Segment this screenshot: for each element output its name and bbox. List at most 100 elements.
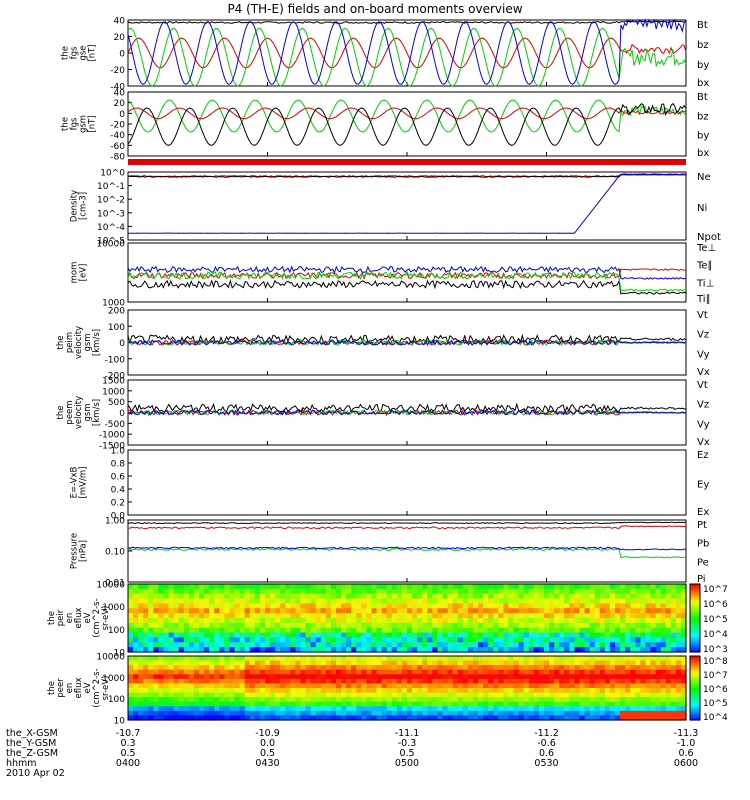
peir-cell [346,647,352,653]
peer-cell [133,665,139,671]
peir-cell [457,613,464,619]
peir-cell [310,603,317,609]
peir-cell [381,642,388,648]
peir-cell [285,627,291,634]
peer-cell [407,710,413,717]
peir-cell [665,603,672,609]
peer-cell [437,674,444,680]
peer-cell [148,692,154,698]
peem-ytick-label: 1500 [102,377,125,387]
peer-cell [594,678,601,685]
peer-cell [204,710,210,717]
peer-cell [407,660,413,666]
peer-cell [569,697,575,703]
peer-cell [244,665,251,671]
peer-cell [579,665,586,671]
peer-cell [538,656,545,662]
peer-cell [417,710,423,717]
peir-cell [158,588,165,595]
peer-cell [341,715,347,721]
peir-cell [183,647,190,653]
peer-cell [538,669,545,675]
peer-cell [158,706,165,712]
peer-cell [650,656,657,662]
peir-cell [295,642,302,648]
peer-cell [574,678,581,685]
peir-cell [290,613,296,619]
peir-cell [579,608,586,614]
peir-cell [214,642,220,648]
peer-cell [244,660,251,666]
peir-cell [270,608,276,614]
peir-cell [209,588,215,595]
peir-cell [574,608,581,614]
peir-cell [467,632,474,639]
peer-cell [564,674,570,680]
peer-cell [361,678,368,685]
peir-cell [543,632,550,639]
peer-cell [239,692,246,698]
peer-cell [133,706,139,712]
peir-cell [670,647,677,653]
peir-cell [569,588,575,595]
peir-cell [361,618,368,624]
peer-cell [594,692,601,698]
peer-cell [264,678,271,685]
peir-cell [594,627,601,634]
peir-cell [493,627,499,634]
peer-cell [427,665,433,671]
peer-cell [625,678,631,685]
peer-cell [138,656,144,662]
peer-cell [412,706,418,712]
peir-cell [640,603,647,609]
peer-cell [670,683,677,689]
peer-cell [447,669,454,675]
peer-cell [239,701,246,707]
peer-cbar-cell [690,705,700,708]
peer-cell [335,688,342,694]
peir-cell [625,598,631,605]
peir-cell [396,584,403,590]
peir-cell [133,603,139,609]
peir-cell [538,593,545,600]
peir-cell [483,584,489,590]
peir-cell [204,632,210,639]
peer-cell [523,715,530,721]
peir-cell [457,608,464,614]
peir-cell [579,618,586,624]
peir-cell [594,608,601,614]
peem-ytick-label: -1500 [99,442,125,452]
peir-cell [665,608,672,614]
peer-cell [630,692,636,698]
peir-cell [366,598,373,605]
peer-cell [462,715,469,721]
peir-cell [483,588,489,595]
peir-cell [244,593,251,600]
peer-cell [503,710,510,717]
peir-cell [356,647,362,653]
peer-cell [275,710,281,717]
peer-cbar-cell [690,656,700,659]
temp-series-Te∥ [127,278,687,295]
peer-cell [407,674,413,680]
peer-cell [335,701,342,707]
peir-cell [320,637,327,643]
peir-cell [589,632,596,639]
peir-cell [371,622,378,629]
peer-cell [386,683,393,689]
evxb-frame [127,449,687,516]
peir-cell [675,622,682,629]
peir-cell [549,618,555,624]
peer-cell [589,710,596,717]
peir-cell [508,613,515,619]
peir-cell [178,598,185,605]
peer-cell [320,706,327,712]
peir-cell [660,588,667,595]
peir-cell [178,642,185,648]
peir-cell [356,608,362,614]
peer-cell [183,678,190,685]
peer-cell [614,660,621,666]
peir-cell [178,622,185,629]
peer-cell [163,678,170,685]
